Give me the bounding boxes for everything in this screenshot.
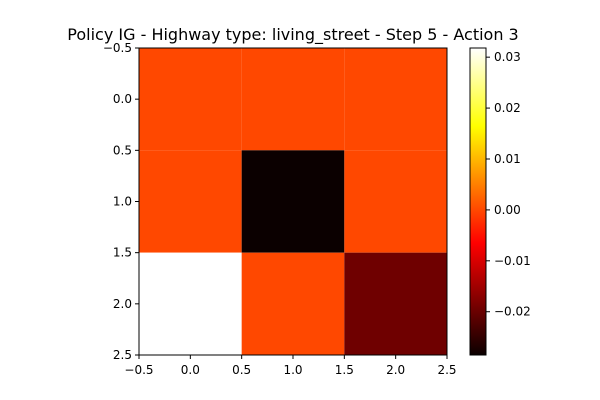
x-tick-label: 2.5	[437, 363, 456, 377]
colorbar: 0.03 0.02 0.01 0.00 −0.01 −0.02	[469, 47, 531, 356]
x-tick-label: 1.0	[283, 363, 302, 377]
heatmap-cell-r1-c0	[139, 150, 242, 253]
y-tick-label: 2.0	[113, 297, 132, 311]
colorbar-tick-label: 0.03	[494, 50, 521, 64]
colorbar-ticks: 0.03 0.02 0.01 0.00 −0.01 −0.02	[486, 50, 531, 319]
colorbar-tick-label: −0.02	[494, 305, 531, 319]
colorbar-frame	[469, 47, 487, 356]
chart-title: Policy IG - Highway type: living_street …	[67, 25, 518, 45]
colorbar-gradient	[470, 48, 486, 355]
y-tick-label: 0.0	[113, 92, 132, 106]
heatmap-cell-r0-c0	[139, 48, 242, 151]
x-tick-label: 0.5	[232, 363, 251, 377]
y-tick-label: 0.5	[113, 143, 132, 157]
heatmap-cell-r1-c1	[241, 150, 345, 253]
colorbar-tick-label: 0.00	[494, 203, 521, 217]
y-tick-label: 1.0	[113, 195, 132, 209]
heatmap-cells	[139, 48, 447, 355]
y-tick-label: 1.5	[113, 246, 132, 260]
colorbar-tick-label: 0.01	[494, 152, 521, 166]
heatmap-cell-r2-c0	[139, 252, 242, 355]
y-tick-label: −0.5	[103, 41, 132, 55]
x-tick-label: 1.5	[335, 363, 354, 377]
heatmap-cell-r0-c1	[241, 48, 345, 151]
y-axis: −0.5 0.0 0.5 1.0 1.5 2.0 2.5	[103, 41, 139, 362]
colorbar-tick-label: −0.01	[494, 254, 531, 268]
x-tick-label: 2.0	[386, 363, 405, 377]
heatmap-cell-r2-c2	[344, 252, 447, 355]
heatmap-cell-r1-c2	[344, 150, 447, 253]
x-tick-label: 0.0	[181, 363, 200, 377]
heatmap-cell-r2-c1	[241, 252, 345, 355]
x-tick-label: −0.5	[124, 363, 153, 377]
x-axis: −0.5 0.0 0.5 1.0 1.5 2.0 2.5	[124, 355, 457, 377]
colorbar-tick-label: 0.02	[494, 101, 521, 115]
heatmap-cell-r0-c2	[344, 48, 447, 151]
y-tick-label: 2.5	[113, 348, 132, 362]
